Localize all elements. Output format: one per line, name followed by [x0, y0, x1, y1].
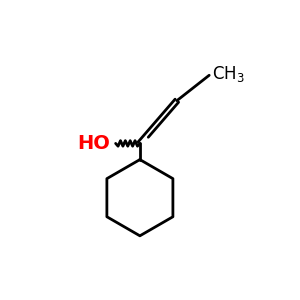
Text: CH$_3$: CH$_3$ — [212, 64, 245, 84]
Text: HO: HO — [77, 134, 110, 153]
